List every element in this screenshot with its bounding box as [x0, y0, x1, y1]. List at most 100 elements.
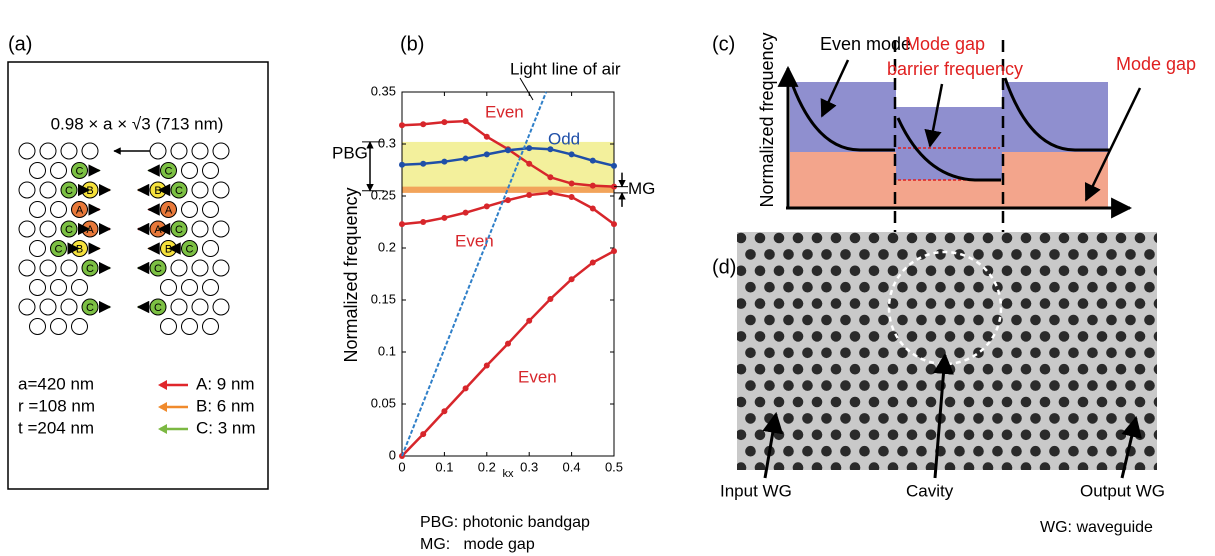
hole	[18, 220, 36, 238]
hole	[992, 347, 1003, 359]
arrow	[1120, 415, 1142, 479]
hole	[71, 279, 88, 296]
shifted-hole	[50, 240, 67, 257]
data-point	[462, 209, 469, 216]
hole	[1077, 298, 1089, 309]
hole-letter: C	[154, 302, 162, 314]
data-point	[589, 182, 596, 189]
hole	[973, 249, 984, 260]
data-point	[547, 295, 554, 302]
hole	[1039, 298, 1051, 309]
hole	[1106, 314, 1117, 326]
hole	[212, 298, 230, 316]
hole	[783, 347, 794, 359]
data-point	[441, 158, 448, 165]
hole	[754, 298, 766, 309]
hole	[868, 298, 880, 309]
hole	[973, 413, 984, 424]
data-point	[462, 118, 469, 125]
hole	[1173, 233, 1184, 244]
cavity-outline	[887, 250, 1003, 366]
x-tick-label: 0	[398, 459, 405, 474]
hole	[868, 232, 880, 244]
hole	[1087, 281, 1098, 293]
data-point	[568, 194, 575, 201]
hole-letter: A	[86, 224, 94, 236]
label: a=420 nm	[18, 374, 94, 393]
hole	[39, 181, 57, 199]
hole	[1068, 249, 1079, 260]
hole	[868, 331, 880, 342]
axis-label: Normalized frequency	[757, 32, 777, 207]
region	[1002, 82, 1108, 152]
hole	[963, 298, 975, 309]
hole	[1125, 347, 1136, 359]
hole	[1115, 429, 1127, 441]
hole	[897, 380, 908, 391]
hole	[897, 445, 908, 457]
label: PBG	[332, 143, 368, 162]
note: MG: mode gap	[420, 536, 535, 553]
hole	[39, 259, 57, 277]
data-point	[568, 151, 575, 158]
shifted-hole	[149, 259, 167, 277]
hole-letter: C	[86, 302, 94, 314]
hole	[802, 413, 813, 424]
hole	[1125, 281, 1136, 293]
hole	[1096, 429, 1108, 441]
hole	[973, 380, 984, 391]
hole	[821, 413, 832, 424]
label: Mode gap	[1116, 54, 1196, 74]
data-point	[611, 248, 617, 255]
hole	[1115, 363, 1127, 375]
hole	[830, 265, 842, 277]
x-tick-label: 0.2	[478, 459, 496, 474]
hole	[897, 413, 908, 424]
hole	[783, 413, 794, 424]
hole	[944, 331, 956, 342]
hole	[1134, 429, 1146, 441]
data-point	[441, 214, 448, 221]
hole	[1039, 232, 1051, 244]
hole	[1106, 413, 1117, 424]
hole	[1039, 331, 1051, 342]
hole	[1115, 265, 1127, 277]
hole	[1106, 281, 1117, 293]
hole	[1182, 413, 1193, 424]
label: (b)	[400, 33, 424, 55]
hole	[29, 279, 46, 296]
hole	[1144, 413, 1155, 424]
hole	[792, 429, 804, 441]
hole	[925, 232, 937, 244]
hole	[1144, 314, 1155, 326]
hole	[849, 298, 861, 309]
hole	[811, 265, 823, 277]
hole-letter: C	[65, 224, 73, 236]
hole	[887, 232, 899, 244]
hole	[1173, 397, 1184, 408]
hole	[802, 380, 813, 391]
hole	[191, 181, 209, 199]
hole	[1115, 232, 1127, 244]
hole	[792, 462, 804, 470]
data-point	[420, 431, 427, 438]
hole	[1077, 265, 1089, 277]
data-point	[462, 155, 469, 162]
hole	[1030, 314, 1041, 326]
hole	[1077, 429, 1089, 441]
hole	[821, 314, 832, 326]
hole	[737, 396, 747, 408]
hole	[1163, 413, 1174, 424]
hole	[1144, 445, 1155, 457]
hole	[868, 396, 880, 408]
hole	[954, 445, 965, 457]
hole	[859, 281, 870, 293]
hole	[935, 249, 946, 260]
hole	[1125, 314, 1136, 326]
hole	[1011, 445, 1022, 457]
hole	[1030, 479, 1041, 490]
legend-arrowhead	[158, 424, 167, 434]
hole	[1087, 249, 1098, 260]
hole	[1163, 380, 1174, 391]
hole	[1030, 445, 1041, 457]
